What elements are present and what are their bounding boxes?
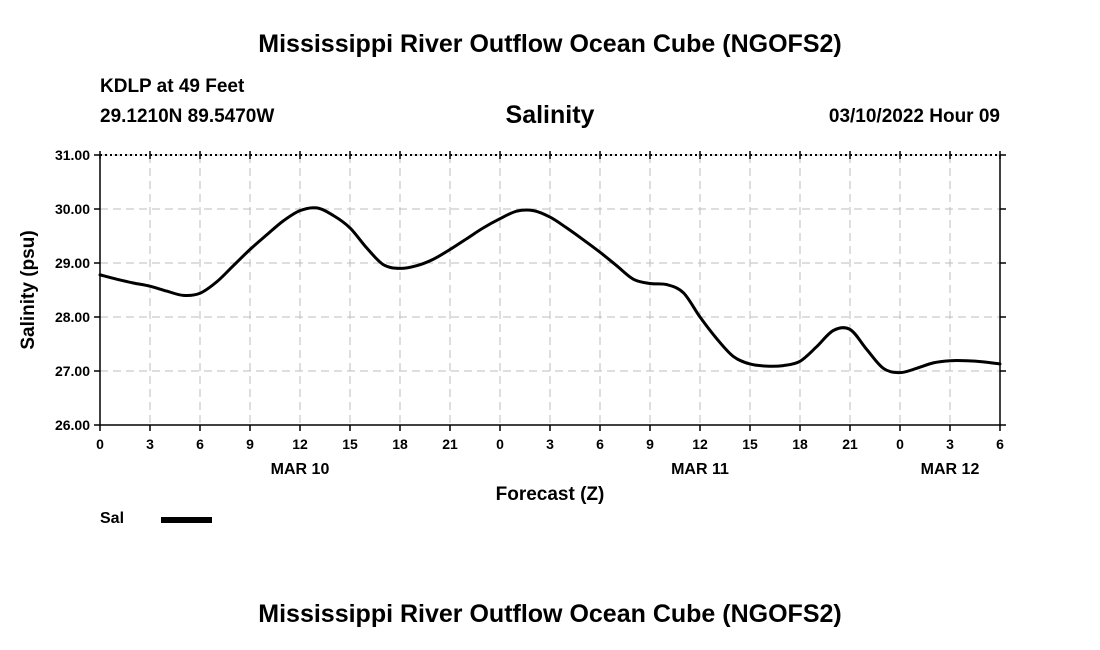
y-tick-label: 30.00 xyxy=(55,201,90,217)
legend-swatch xyxy=(161,517,212,523)
series-line-sal xyxy=(98,206,1002,375)
x-tick-label: 21 xyxy=(842,436,858,452)
grid xyxy=(99,154,1001,426)
x-tick-label: 6 xyxy=(996,436,1004,452)
y-tick-label: 28.00 xyxy=(55,309,90,325)
x-tick-label: 6 xyxy=(596,436,604,452)
station-coordinates: 29.1210N 89.5470W xyxy=(100,106,275,127)
x-tick-label: 12 xyxy=(692,436,708,452)
x-tick-label: 9 xyxy=(246,436,254,452)
x-tick-label: 15 xyxy=(342,436,358,452)
x-tick-label: 3 xyxy=(546,436,554,452)
x-tick-label: 3 xyxy=(146,436,154,452)
x-tick-label: 0 xyxy=(496,436,504,452)
station-label: KDLP at 49 Feet xyxy=(100,76,245,97)
chart-title: Mississippi River Outflow Ocean Cube (NG… xyxy=(258,30,842,58)
y-tick-label: 27.00 xyxy=(55,363,90,379)
x-tick-label: 6 xyxy=(196,436,204,452)
y-tick-label: 26.00 xyxy=(55,417,90,433)
date-label: MAR 11 xyxy=(671,461,729,478)
axis-labels: 26.00 27.00 28.00 29.00 30.00 31.00 0 3 6 9 12 15 18… xyxy=(18,147,1004,505)
x-axis-title: Forecast (Z) xyxy=(496,484,605,505)
axes xyxy=(94,151,1006,431)
x-tick-label: 15 xyxy=(742,436,758,452)
y-tick-label: 29.00 xyxy=(55,255,90,271)
legend-label: Sal xyxy=(100,510,125,527)
variable-title: Salinity xyxy=(505,101,595,129)
forecast-datetime: 03/10/2022 Hour 09 xyxy=(828,106,1000,127)
footer-title: Mississippi River Outflow Ocean Cube (NG… xyxy=(258,600,842,628)
x-tick-label: 3 xyxy=(946,436,954,452)
x-tick-label: 18 xyxy=(792,436,808,452)
x-tick-label: 0 xyxy=(896,436,904,452)
x-tick-label: 18 xyxy=(392,436,408,452)
date-label: MAR 10 xyxy=(271,461,330,478)
y-axis-title: Salinity (psu) xyxy=(18,230,39,349)
series-layer xyxy=(98,206,1002,375)
date-label: MAR 12 xyxy=(921,461,980,478)
x-tick-label: 21 xyxy=(442,436,458,452)
y-tick-label: 31.00 xyxy=(55,147,90,163)
x-tick-label: 9 xyxy=(646,436,654,452)
x-tick-label: 12 xyxy=(292,436,308,452)
x-tick-label: 0 xyxy=(96,436,104,452)
